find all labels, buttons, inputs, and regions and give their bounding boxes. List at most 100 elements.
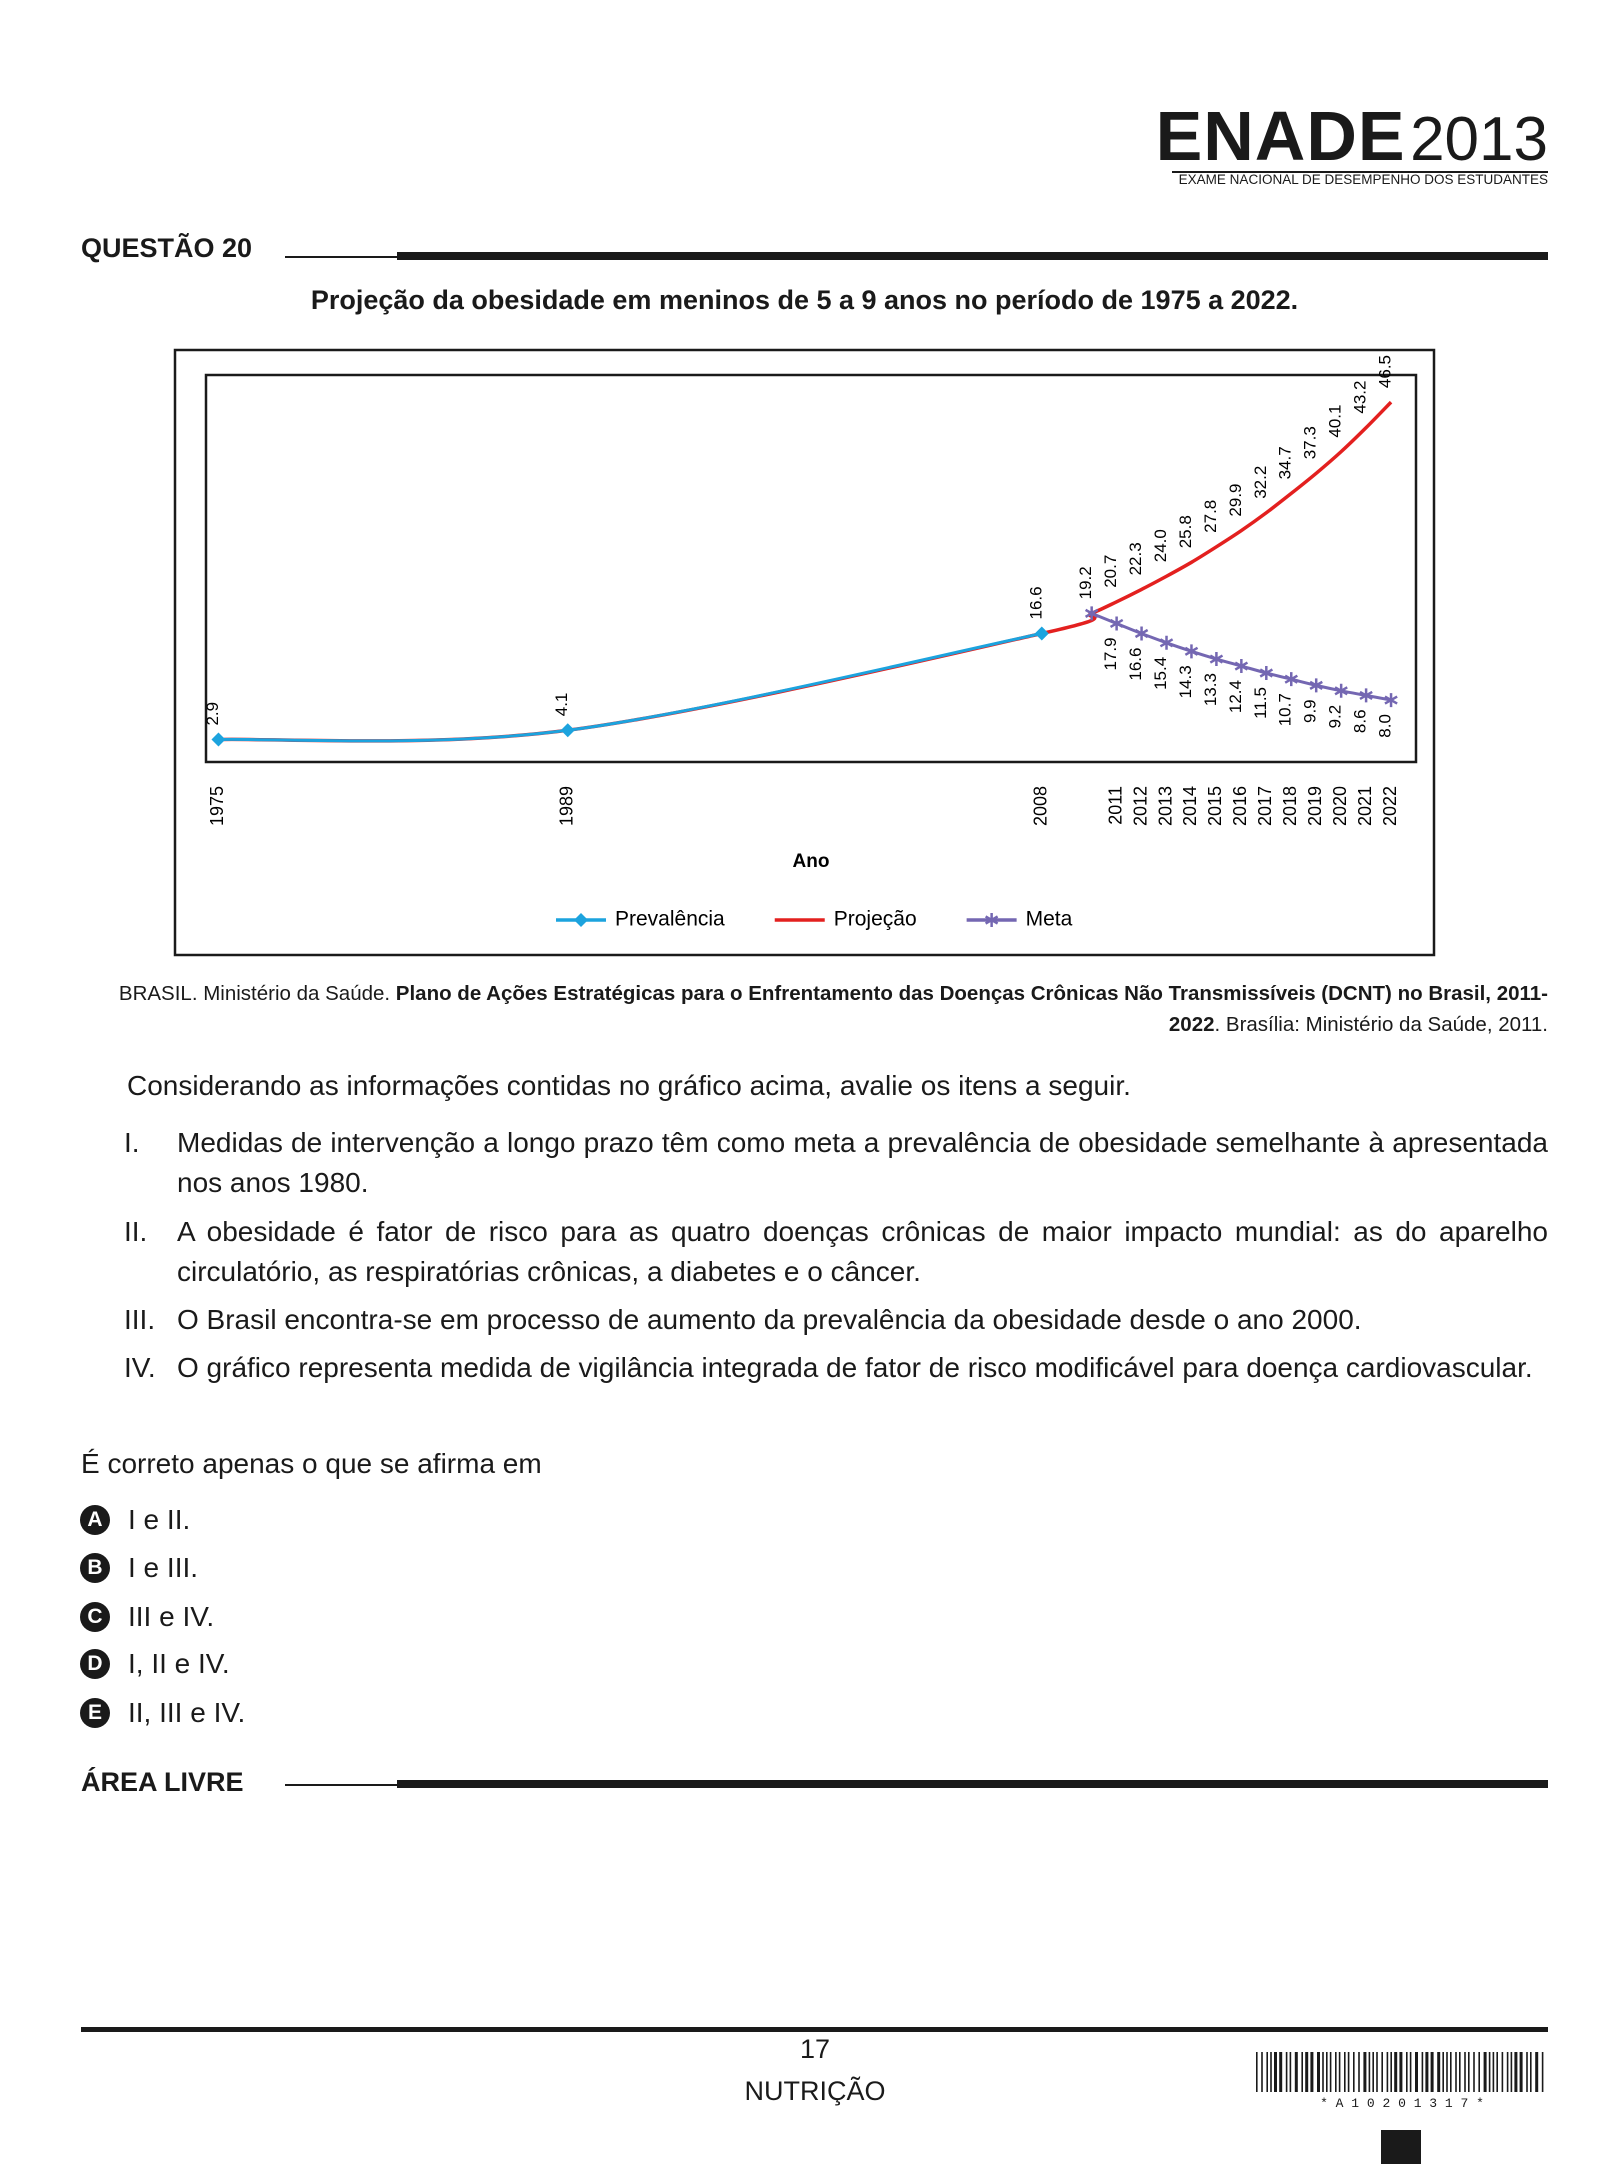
barcode-bar: [1488, 2052, 1491, 2092]
registration-mark: [1381, 2130, 1421, 2164]
page-number: 17: [799, 2034, 831, 2064]
item-numeral: III.: [124, 1304, 156, 1335]
data-label: 16.6: [1026, 586, 1045, 619]
barcode-bar: [1344, 2052, 1346, 2092]
data-label: 40.1: [1326, 405, 1345, 438]
option-text: I, II e IV.: [128, 1648, 230, 1679]
data-label: 32.2: [1251, 466, 1270, 499]
barcode-bar: [1464, 2052, 1466, 2092]
barcode-bar: [1322, 2052, 1324, 2092]
option-letter: C: [80, 1602, 110, 1632]
legend-label: Projeção: [834, 908, 917, 931]
option-letter: E: [80, 1698, 110, 1728]
legend-label: Prevalência: [615, 908, 725, 931]
data-label: 2.9: [203, 702, 222, 726]
point-marker: [1309, 678, 1323, 693]
barcode-bar: [1335, 2052, 1337, 2092]
legend-label: Meta: [1026, 908, 1073, 931]
point-marker: [560, 723, 575, 738]
barcode-bar: [1468, 2052, 1470, 2092]
barcode-bar: [1317, 2052, 1320, 2092]
source: BRASIL. Ministério da Saúde. Plano de Aç…: [113, 978, 1548, 1040]
x-tick-label: 2017: [1255, 786, 1275, 826]
barcode-bar: [1455, 2052, 1457, 2092]
point-marker: [1084, 606, 1099, 621]
x-axis-label: Ano: [793, 851, 830, 872]
barcode-bar: [1406, 2052, 1408, 2092]
item: III. O Brasil encontra-se em processo de …: [124, 1300, 1548, 1340]
free-area-rule-thin: [285, 1784, 400, 1786]
option[interactable]: C III e IV.: [80, 1597, 214, 1637]
barcode-bar: [1386, 2052, 1389, 2092]
free-area-label: ÁREA LIVRE: [81, 1767, 244, 1797]
data-label: 24.0: [1151, 529, 1170, 562]
item-text: O Brasil encontra-se em processo de aume…: [177, 1304, 1362, 1335]
x-tick-label: 2014: [1180, 786, 1200, 826]
point-marker: [1334, 683, 1348, 698]
data-label: 17.9: [1101, 637, 1120, 670]
barcode-bar: [1421, 2052, 1424, 2092]
barcode-bar: [1256, 2052, 1258, 2092]
data-label: 9.2: [1326, 705, 1345, 729]
option[interactable]: B I e III.: [80, 1548, 198, 1588]
x-tick-label: 2015: [1205, 786, 1225, 826]
item-text: O gráfico representa medida de vigilânci…: [177, 1352, 1533, 1383]
barcode-bar: [1289, 2052, 1292, 2092]
data-label: 43.2: [1351, 381, 1370, 414]
option[interactable]: A I e II.: [80, 1500, 190, 1540]
data-label: 34.7: [1276, 446, 1295, 479]
item-text: A obesidade é fator de risco para as qua…: [177, 1216, 1548, 1287]
option[interactable]: D I, II e IV.: [80, 1644, 230, 1684]
option-letter: A: [80, 1505, 110, 1535]
free-area-rule-thick: [397, 1780, 1548, 1788]
barcode-bar: [1450, 2052, 1452, 2092]
x-tick-label: 2022: [1380, 786, 1400, 826]
data-label: 27.8: [1201, 500, 1220, 533]
option-text: I e II.: [128, 1504, 191, 1535]
x-tick-label: 2008: [1031, 786, 1051, 826]
course: NUTRIÇÃO: [744, 2076, 886, 2106]
barcode-bar: [1376, 2052, 1378, 2092]
point-marker: [1159, 635, 1174, 650]
barcode-bar: [1415, 2052, 1418, 2092]
barcode-bar: [1326, 2052, 1328, 2092]
barcode-bar: [1305, 2052, 1309, 2092]
data-label: 15.4: [1151, 657, 1170, 690]
x-tick-label: 2021: [1355, 786, 1375, 826]
legend-marker: [574, 913, 588, 927]
logo-rule: [1172, 171, 1548, 173]
data-label: 10.7: [1276, 693, 1295, 726]
option[interactable]: E II, III e IV.: [80, 1693, 245, 1733]
item: I. Medidas de intervenção a longo prazo t…: [124, 1123, 1548, 1203]
barcode-bar: [1381, 2052, 1383, 2092]
barcode-bar: [1368, 2052, 1371, 2092]
point-marker: [1134, 626, 1149, 641]
x-tick-label: 2011: [1105, 786, 1125, 825]
barcode-bar: [1301, 2052, 1303, 2092]
point-marker: [211, 732, 226, 747]
option-text: I e III.: [128, 1552, 199, 1583]
barcode-bar: [1425, 2052, 1429, 2092]
option-letter: D: [80, 1649, 110, 1679]
logo-word: ENADE: [1155, 97, 1406, 175]
x-tick-label: 2013: [1155, 786, 1175, 826]
source-suffix: . Brasília: Ministério da Saúde, 2011.: [1214, 1013, 1549, 1036]
data-label: 8.6: [1351, 709, 1370, 733]
option-text: III e IV.: [128, 1601, 215, 1632]
stem: É correto apenas o que se afirma em: [81, 1448, 542, 1479]
barcode-bar: [1430, 2052, 1434, 2092]
barcode-bar: [1338, 2052, 1341, 2092]
barcode-bar: [1270, 2052, 1272, 2092]
question-rule-thick: [397, 252, 1548, 260]
data-label: 9.9: [1301, 699, 1320, 723]
data-label: 16.6: [1126, 648, 1145, 681]
barcode-bar: [1353, 2052, 1355, 2092]
source-title: Plano de Ações Estratégicas para o Enfre…: [395, 982, 1548, 1036]
barcode-bar: [1285, 2052, 1288, 2092]
barcode-bar: [1310, 2052, 1314, 2092]
data-label: 46.5: [1376, 355, 1395, 388]
logo: ENADE 2013: [1156, 96, 1548, 196]
footer-rule: [81, 2027, 1548, 2032]
